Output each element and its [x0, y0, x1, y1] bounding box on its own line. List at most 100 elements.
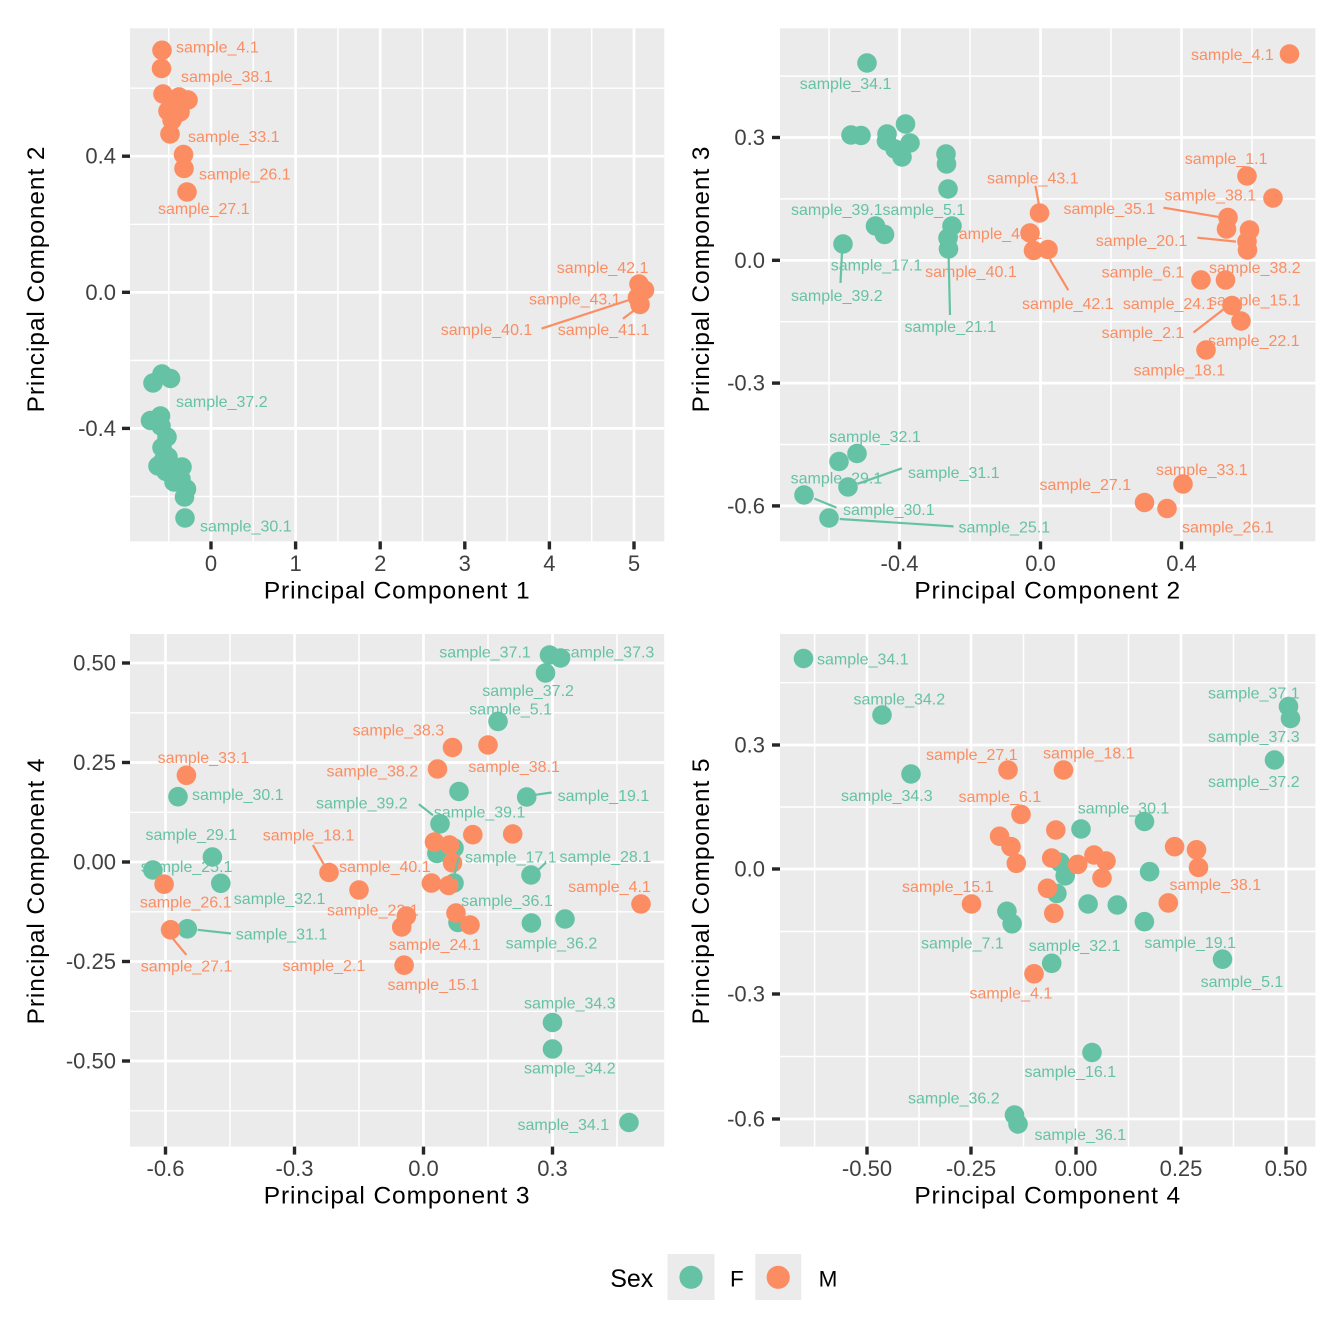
svg-text:-0.3: -0.3: [727, 371, 765, 396]
svg-text:-0.6: -0.6: [727, 493, 765, 518]
svg-text:sample_30.1: sample_30.1: [192, 787, 284, 804]
svg-text:sample_22.1: sample_22.1: [327, 903, 419, 920]
svg-text:sample_4.1: sample_4.1: [1191, 47, 1274, 64]
svg-text:sample_17.1: sample_17.1: [831, 257, 923, 274]
svg-text:0.4: 0.4: [1166, 551, 1197, 576]
svg-text:M: M: [819, 1267, 838, 1292]
svg-text:sample_42.1: sample_42.1: [557, 260, 649, 277]
svg-text:sample_34.3: sample_34.3: [841, 788, 933, 805]
svg-text:0.00: 0.00: [73, 850, 116, 875]
svg-text:sample_31.1: sample_31.1: [236, 927, 328, 944]
svg-text:sample_40.1: sample_40.1: [339, 859, 431, 876]
svg-text:-0.50: -0.50: [66, 1049, 116, 1074]
svg-text:-0.4: -0.4: [881, 551, 919, 576]
svg-text:sample_5.1: sample_5.1: [469, 702, 552, 719]
svg-text:sample_37.3: sample_37.3: [563, 644, 655, 661]
svg-text:-0.50: -0.50: [842, 1156, 892, 1181]
svg-text:sample_32.1: sample_32.1: [829, 429, 921, 446]
svg-text:sample_28.1: sample_28.1: [560, 849, 652, 866]
svg-text:sample_15.1: sample_15.1: [902, 879, 994, 896]
svg-text:sample_34.1: sample_34.1: [518, 1117, 610, 1134]
svg-text:sample_4.1: sample_4.1: [970, 985, 1053, 1002]
svg-text:sample_38.1: sample_38.1: [1165, 187, 1257, 204]
svg-text:sample_5.1: sample_5.1: [1201, 974, 1284, 991]
svg-text:5: 5: [628, 551, 640, 576]
svg-text:sample_34.2: sample_34.2: [854, 691, 946, 708]
svg-text:Principal Component 3: Principal Component 3: [264, 1183, 531, 1210]
svg-text:sample_32.1: sample_32.1: [234, 891, 326, 908]
svg-text:Principal Component 1: Principal Component 1: [264, 577, 531, 604]
svg-text:sample_39.1: sample_39.1: [791, 202, 883, 219]
svg-text:-0.25: -0.25: [66, 949, 116, 974]
svg-text:sample_19.1: sample_19.1: [1144, 935, 1236, 952]
svg-text:sample_43.1: sample_43.1: [987, 170, 1079, 187]
svg-text:sample_36.2: sample_36.2: [908, 1090, 1000, 1107]
svg-text:sample_41.1: sample_41.1: [558, 322, 650, 339]
svg-text:Principal Component 2: Principal Component 2: [914, 577, 1181, 604]
svg-text:0.0: 0.0: [85, 280, 116, 305]
svg-text:Principal Component 4: Principal Component 4: [23, 758, 50, 1025]
svg-text:sample_33.1: sample_33.1: [1156, 462, 1248, 479]
svg-text:F: F: [730, 1267, 744, 1292]
svg-text:sample_18.1: sample_18.1: [1043, 745, 1135, 762]
svg-text:2: 2: [374, 551, 386, 576]
svg-text:sample_27.1: sample_27.1: [141, 958, 233, 975]
svg-text:3: 3: [459, 551, 471, 576]
svg-text:Principal Component 3: Principal Component 3: [688, 146, 715, 413]
svg-text:sample_34.1: sample_34.1: [817, 651, 909, 668]
svg-text:sample_37.1: sample_37.1: [439, 644, 531, 661]
svg-text:sample_38.2: sample_38.2: [327, 763, 419, 780]
svg-text:sample_15.1: sample_15.1: [388, 977, 480, 994]
svg-text:sample_31.1: sample_31.1: [908, 465, 1000, 482]
svg-text:0: 0: [205, 551, 217, 576]
svg-text:-0.3: -0.3: [276, 1156, 314, 1181]
svg-text:sample_39.1: sample_39.1: [434, 804, 526, 821]
svg-text:sample_20.1: sample_20.1: [1096, 233, 1188, 250]
svg-text:sample_38.1: sample_38.1: [1170, 877, 1262, 894]
svg-text:sample_36.1: sample_36.1: [461, 893, 553, 910]
svg-text:1: 1: [289, 551, 301, 576]
svg-text:sample_38.3: sample_38.3: [353, 722, 445, 739]
svg-text:sample_41.1: sample_41.1: [951, 226, 1043, 243]
svg-text:sample_21.1: sample_21.1: [905, 319, 997, 336]
svg-text:sample_30.1: sample_30.1: [200, 518, 292, 535]
svg-text:sample_25.1: sample_25.1: [959, 519, 1051, 536]
svg-text:-0.3: -0.3: [727, 982, 765, 1007]
svg-text:sample_37.2: sample_37.2: [1208, 774, 1300, 791]
svg-text:sample_16.1: sample_16.1: [1025, 1064, 1117, 1081]
svg-text:sample_1.1: sample_1.1: [1185, 151, 1268, 168]
svg-text:0.4: 0.4: [85, 144, 116, 169]
svg-text:sample_27.1: sample_27.1: [158, 201, 250, 218]
svg-text:sample_7.1: sample_7.1: [921, 935, 1004, 952]
svg-text:sample_24.1: sample_24.1: [389, 937, 481, 954]
svg-text:-0.4: -0.4: [78, 416, 116, 441]
svg-text:sample_2.1: sample_2.1: [283, 958, 366, 975]
svg-text:0.00: 0.00: [1055, 1156, 1098, 1181]
svg-text:sample_22.1: sample_22.1: [1208, 333, 1300, 350]
svg-text:sample_39.2: sample_39.2: [791, 288, 883, 305]
svg-text:sample_32.1: sample_32.1: [1029, 938, 1121, 955]
svg-text:sample_37.2: sample_37.2: [482, 683, 574, 700]
svg-text:sample_38.1: sample_38.1: [181, 69, 273, 86]
svg-text:sample_36.1: sample_36.1: [1035, 1127, 1127, 1144]
svg-text:sample_4.1: sample_4.1: [176, 39, 259, 56]
svg-text:4: 4: [543, 551, 555, 576]
svg-text:0.3: 0.3: [734, 125, 765, 150]
svg-text:sample_18.1: sample_18.1: [1134, 363, 1226, 380]
svg-text:0.25: 0.25: [73, 750, 116, 775]
svg-text:sample_42.1: sample_42.1: [1022, 296, 1114, 313]
svg-text:0.0: 0.0: [408, 1156, 439, 1181]
svg-text:sample_26.1: sample_26.1: [1182, 519, 1274, 536]
svg-text:sample_30.1: sample_30.1: [1078, 800, 1170, 817]
svg-text:sample_37.3: sample_37.3: [1208, 729, 1300, 746]
svg-text:0.25: 0.25: [1160, 1156, 1203, 1181]
svg-text:sample_29.1: sample_29.1: [791, 470, 883, 487]
svg-text:sample_6.1: sample_6.1: [1102, 264, 1185, 281]
svg-text:0.0: 0.0: [1025, 551, 1056, 576]
svg-text:sample_24.1: sample_24.1: [1123, 296, 1215, 313]
svg-text:Principal Component 5: Principal Component 5: [688, 758, 715, 1025]
svg-text:sample_26.1: sample_26.1: [140, 895, 232, 912]
svg-text:-0.25: -0.25: [946, 1156, 996, 1181]
svg-text:sample_26.1: sample_26.1: [199, 166, 291, 183]
svg-text:sample_34.1: sample_34.1: [800, 76, 892, 93]
